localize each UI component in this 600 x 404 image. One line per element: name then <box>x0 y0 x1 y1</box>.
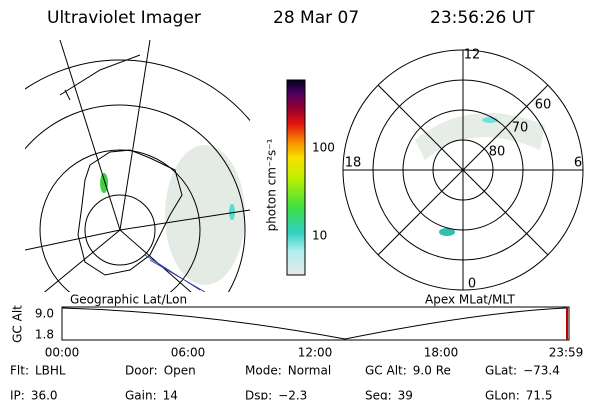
footer-label: Gain: <box>125 389 157 401</box>
colorbar-tick: 10 <box>312 229 327 243</box>
footer-value: LBHL <box>35 364 66 378</box>
lat-label: 80 <box>489 145 506 160</box>
colorbar-tick: 100 <box>312 141 335 155</box>
y-axis-label: GC Alt <box>11 305 25 343</box>
lat-label: 70 <box>512 121 529 136</box>
aurora-spot <box>229 204 235 220</box>
apex-plot: 12 18 6 0 60 70 80 <box>342 48 584 292</box>
colorbar-scale <box>286 79 306 276</box>
aurora-spot <box>439 228 455 236</box>
mlt-label: 12 <box>464 48 481 63</box>
footer-label: Door: <box>125 364 158 378</box>
footer-value: 36.0 <box>31 389 58 401</box>
footer-label: Seq: <box>365 389 392 401</box>
x-tick-label: 23:59 <box>549 346 584 360</box>
x-tick-label: 06:00 <box>171 346 206 360</box>
header: Ultraviolet Imager 28 Mar 07 23:56:26 UT <box>47 8 535 28</box>
panel-label: Apex MLat/MLT <box>425 293 515 307</box>
footer-label: Mode: <box>245 364 282 378</box>
footer: Flt: LBHL Door: Open Mode: Normal GC Alt: 9.0 R… <box>10 364 560 403</box>
lat-label: 60 <box>535 98 552 113</box>
footer-value: Normal <box>288 364 331 378</box>
footer-value: −2.3 <box>278 389 307 401</box>
instrument: Ultraviolet Imager <box>47 8 201 28</box>
x-tick-label: 00:00 <box>45 346 80 360</box>
footer-label: IP: <box>10 389 25 401</box>
footer-label: GC Alt: <box>365 364 407 378</box>
footer-value: 9.0 Re <box>413 364 451 378</box>
altitude-plot: GC Alt 9.0 1.8 00:00 06:00 12:00 18:00 2… <box>11 305 584 360</box>
x-tick-label: 18:00 <box>424 346 459 360</box>
date: 28 Mar 07 <box>273 8 359 28</box>
panel-label: Geographic Lat/Lon <box>70 293 187 307</box>
aurora-haze <box>415 113 545 160</box>
footer-label: Dsp: <box>245 389 272 401</box>
x-tick-label: 12:00 <box>298 346 333 360</box>
footer-value: 71.5 <box>526 389 553 401</box>
plot-frame <box>61 306 570 341</box>
footer-label: GLon: <box>485 389 520 401</box>
mlt-label: 0 <box>468 277 476 292</box>
time: 23:56:26 UT <box>430 8 535 28</box>
y-tick-label: 1.8 <box>35 328 54 342</box>
footer-value: −73.4 <box>523 364 560 378</box>
y-tick-label: 9.0 <box>35 307 54 321</box>
footer-value: Open <box>164 364 196 378</box>
colorbar-label: photon cm⁻²s⁻¹ <box>265 138 279 231</box>
aurora-haze <box>165 145 245 285</box>
altitude-curve <box>61 307 567 340</box>
geographic-map <box>25 40 250 292</box>
footer-value: 39 <box>398 389 413 401</box>
footer-label: Flt: <box>10 364 29 378</box>
mlt-label: 6 <box>574 156 582 171</box>
footer-label: GLat: <box>485 364 517 378</box>
footer-value: 14 <box>163 389 178 401</box>
aurora-spot <box>100 173 108 193</box>
mlt-label: 18 <box>345 156 362 171</box>
colorbar: 100 10 photon cm⁻²s⁻¹ <box>265 79 335 276</box>
